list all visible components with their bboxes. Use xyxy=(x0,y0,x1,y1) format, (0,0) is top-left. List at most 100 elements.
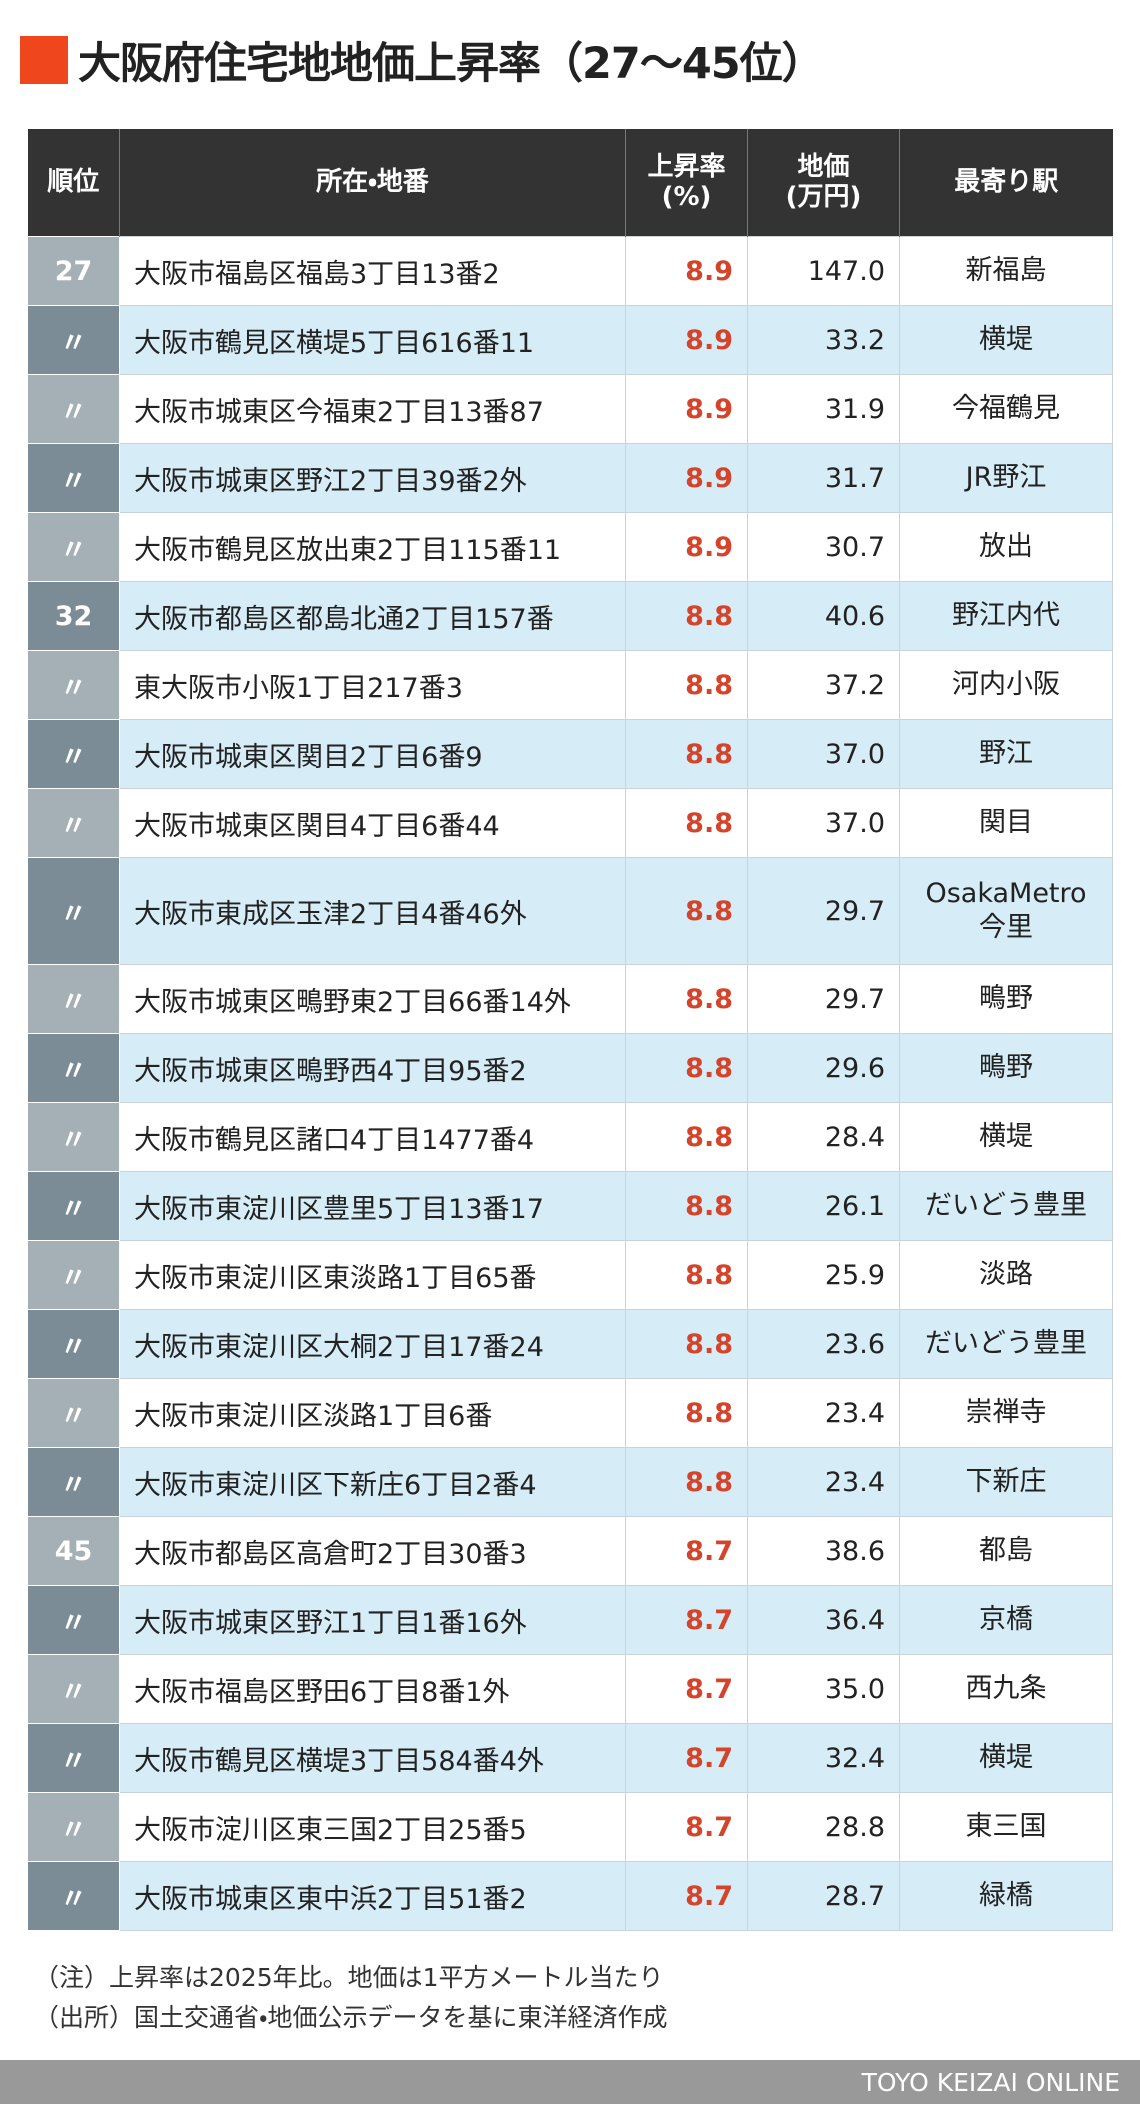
price-cell: 31.7 xyxy=(747,443,900,513)
address-cell: 大阪市城東区野江2丁目39番2外 xyxy=(119,443,626,513)
station-cell: 淡路 xyxy=(899,1240,1113,1310)
station-cell: だいどう豊里 xyxy=(899,1309,1113,1379)
station-cell: 鴫野 xyxy=(899,1033,1113,1103)
address-cell: 大阪市鶴見区横堤5丁目616番11 xyxy=(119,305,626,375)
table-row: 〃大阪市淀川区東三国2丁目25番5 8.7 28.8 東三国 xyxy=(27,1792,1113,1862)
rank-cell: 〃 xyxy=(27,1723,120,1793)
column-header: 順位 xyxy=(27,129,120,237)
table-row: 32 大阪市都島区都島北通2丁目157番 8.8 40.6 野江内代 xyxy=(27,581,1113,651)
price-cell: 25.9 xyxy=(747,1240,900,1310)
rank-cell: 〃 xyxy=(27,1309,120,1379)
column-header: 地価 (万円) xyxy=(747,129,900,237)
table-row: 〃大阪市東成区玉津2丁目4番46外 8.8 29.7 OsakaMetro 今里 xyxy=(27,857,1113,965)
address-cell: 大阪市城東区今福東2丁目13番87 xyxy=(119,374,626,444)
rate-cell: 8.7 xyxy=(625,1723,748,1793)
price-cell: 37.0 xyxy=(747,719,900,789)
rank-cell: 〃 xyxy=(27,1585,120,1655)
station-cell: 野江 xyxy=(899,719,1113,789)
rate-cell: 8.8 xyxy=(625,964,748,1034)
cell-line: (万円) xyxy=(785,181,862,212)
rate-cell: 8.7 xyxy=(625,1585,748,1655)
rank-cell: 〃 xyxy=(27,1447,120,1517)
rank-cell: 〃 xyxy=(27,1033,120,1103)
address-cell: 大阪市東淀川区大桐2丁目17番24 xyxy=(119,1309,626,1379)
station-cell: 東三国 xyxy=(899,1792,1113,1862)
station-cell: 京橋 xyxy=(899,1585,1113,1655)
station-cell: 緑橋 xyxy=(899,1861,1113,1931)
rate-cell: 8.8 xyxy=(625,1171,748,1241)
rate-cell: 8.9 xyxy=(625,374,748,444)
station-cell: 鴫野 xyxy=(899,964,1113,1034)
rate-cell: 8.8 xyxy=(625,719,748,789)
ranking-table: 順位 所在・地番 上昇率 (%) 地価 (万円) 最寄り駅 27 大阪市福島区福島3丁目13番… xyxy=(27,129,1113,1931)
rate-cell: 8.7 xyxy=(625,1792,748,1862)
station-cell: 横堤 xyxy=(899,1102,1113,1172)
address-cell: 大阪市鶴見区諸口4丁目1477番4 xyxy=(119,1102,626,1172)
rank-cell: 〃 xyxy=(27,1240,120,1310)
table-row: 〃大阪市城東区今福東2丁目13番87 8.9 31.9 今福鶴見 xyxy=(27,374,1113,444)
price-cell: 29.7 xyxy=(747,857,900,965)
price-cell: 28.4 xyxy=(747,1102,900,1172)
station-cell: 横堤 xyxy=(899,1723,1113,1793)
rate-cell: 8.8 xyxy=(625,1102,748,1172)
note: （注）上昇率は2025年比。地価は1平方メートル当たり xyxy=(34,1963,664,1992)
price-cell: 23.4 xyxy=(747,1378,900,1448)
price-cell: 29.7 xyxy=(747,964,900,1034)
address-cell: 大阪市東淀川区下新庄6丁目2番4 xyxy=(119,1447,626,1517)
price-cell: 36.4 xyxy=(747,1585,900,1655)
table-row: 〃大阪市城東区関目2丁目6番9 8.8 37.0 野江 xyxy=(27,719,1113,789)
title-block: 大阪府住宅地地価上昇率（27〜45位） xyxy=(20,30,825,90)
table-row: 〃大阪市城東区鴫野東2丁目66番14外 8.8 29.7 鴫野 xyxy=(27,964,1113,1034)
station-cell: 放出 xyxy=(899,512,1113,582)
address-cell: 大阪市東成区玉津2丁目4番46外 xyxy=(119,857,626,965)
title-marker xyxy=(20,36,68,84)
rank-cell: 〃 xyxy=(27,1654,120,1724)
rank-cell: 27 xyxy=(27,236,120,306)
station-cell: 新福島 xyxy=(899,236,1113,306)
price-cell: 31.9 xyxy=(747,374,900,444)
rank-cell: 〃 xyxy=(27,443,120,513)
cell-line: 最寄り駅 xyxy=(954,166,1059,197)
station-cell: 野江内代 xyxy=(899,581,1113,651)
price-cell: 32.4 xyxy=(747,1723,900,1793)
table-row: 〃大阪市城東区野江1丁目1番16外 8.7 36.4 京橋 xyxy=(27,1585,1113,1655)
rate-cell: 8.9 xyxy=(625,305,748,375)
rate-cell: 8.8 xyxy=(625,1033,748,1103)
rank-cell: 32 xyxy=(27,581,120,651)
table-row: 〃大阪市鶴見区放出東2丁目115番11 8.9 30.7 放出 xyxy=(27,512,1113,582)
address-cell: 大阪市城東区東中浜2丁目51番2 xyxy=(119,1861,626,1931)
rate-cell: 8.7 xyxy=(625,1861,748,1931)
rank-cell: 〃 xyxy=(27,1378,120,1448)
rank-cell: 〃 xyxy=(27,1792,120,1862)
table-row: 〃大阪市東淀川区下新庄6丁目2番4 8.8 23.4 下新庄 xyxy=(27,1447,1113,1517)
cell-line: 地価 xyxy=(797,151,850,182)
table-row: 〃大阪市鶴見区諸口4丁目1477番4 8.8 28.4 横堤 xyxy=(27,1102,1113,1172)
table-row: 〃大阪市東淀川区淡路1丁目6番 8.8 23.4 崇禅寺 xyxy=(27,1378,1113,1448)
price-cell: 23.4 xyxy=(747,1447,900,1517)
station-cell: 関目 xyxy=(899,788,1113,858)
table-row: 〃大阪市城東区関目4丁目6番44 8.8 37.0 関目 xyxy=(27,788,1113,858)
cell-line: 順位 xyxy=(47,166,100,197)
station-cell: だいどう豊里 xyxy=(899,1171,1113,1241)
station-cell: 都島 xyxy=(899,1516,1113,1586)
rate-cell: 8.8 xyxy=(625,1240,748,1310)
rate-cell: 8.8 xyxy=(625,1447,748,1517)
station-cell: JR野江 xyxy=(899,443,1113,513)
rate-cell: 8.8 xyxy=(625,1309,748,1379)
rate-cell: 8.8 xyxy=(625,581,748,651)
address-cell: 大阪市城東区関目2丁目6番9 xyxy=(119,719,626,789)
station-cell: 崇禅寺 xyxy=(899,1378,1113,1448)
address-cell: 大阪市都島区高倉町2丁目30番3 xyxy=(119,1516,626,1586)
rate-cell: 8.8 xyxy=(625,788,748,858)
address-cell: 大阪市福島区野田6丁目8番1外 xyxy=(119,1654,626,1724)
cell-line: 今里 xyxy=(979,912,1033,943)
station-cell: 今福鶴見 xyxy=(899,374,1113,444)
cell-line: 上昇率 xyxy=(647,151,726,182)
address-cell: 大阪市城東区鴫野西4丁目95番2 xyxy=(119,1033,626,1103)
price-cell: 33.2 xyxy=(747,305,900,375)
address-cell: 大阪市東淀川区淡路1丁目6番 xyxy=(119,1378,626,1448)
price-cell: 38.6 xyxy=(747,1516,900,1586)
rate-cell: 8.9 xyxy=(625,443,748,513)
footer-brand: TOYO KEIZAI ONLINE xyxy=(861,2067,1120,2097)
